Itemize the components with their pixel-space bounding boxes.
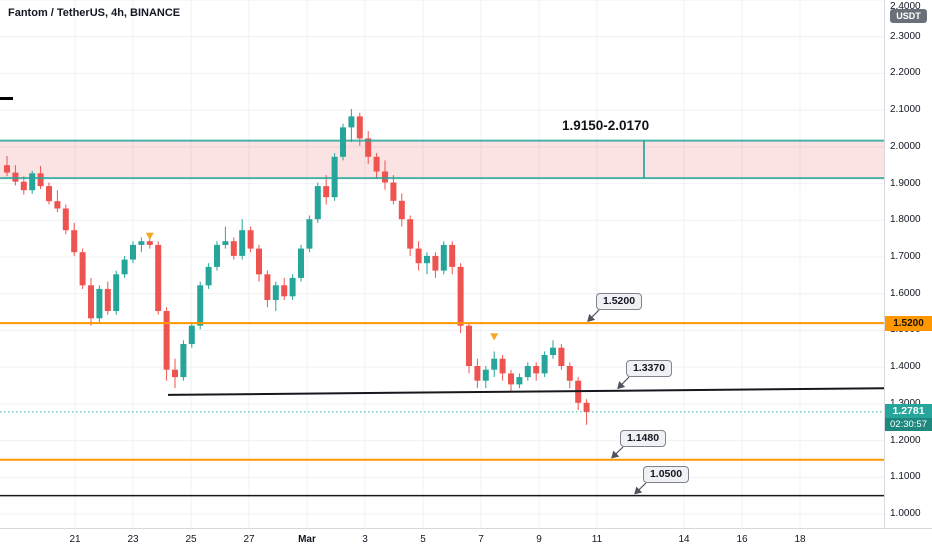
arrow-down-marker xyxy=(490,333,499,341)
price-callout-1.3370[interactable]: 1.3370 xyxy=(626,360,672,377)
price-tick-label: 1.3000 xyxy=(890,398,921,409)
price-callout-1.0500[interactable]: 1.0500 xyxy=(643,466,689,483)
price-callout-1.1480[interactable]: 1.1480 xyxy=(620,430,666,447)
price-axis[interactable]: 2.4000 2.3000 2.2000 2.1000 2.0000 1.9000 1.80… xyxy=(884,0,932,528)
price-tick-label: 1.6000 xyxy=(890,287,921,299)
last-price-value: 1.2781 xyxy=(892,404,925,417)
time-tick-label: 23 xyxy=(127,534,139,545)
price-tick-label: 2.1000 xyxy=(890,104,921,116)
time-tick-label: 21 xyxy=(69,534,81,545)
time-tick-label: 9 xyxy=(536,534,542,545)
time-tick-label: 16 xyxy=(736,534,748,545)
price-tick-label: 2.0000 xyxy=(890,140,921,152)
arrow-down-marker xyxy=(145,232,154,240)
time-tick-label: 11 xyxy=(591,534,603,545)
price-tick-label: 1.0000 xyxy=(890,508,921,519)
time-tick-label: 7 xyxy=(478,534,484,545)
time-axis[interactable]: 21 23 25 27 Mar 3 5 7 9 11 14 16 18 xyxy=(0,528,932,550)
time-tick-label: 5 xyxy=(420,534,426,545)
left-edge-tick-marker xyxy=(0,97,13,100)
time-tick-label: 27 xyxy=(243,534,255,545)
time-tick-label: 25 xyxy=(185,534,197,545)
level-price-badge: 1.5200 xyxy=(885,315,932,331)
price-tick-label: 2.3000 xyxy=(890,30,921,42)
bar-countdown: 02:30:57 xyxy=(885,417,932,431)
price-tick-label: 1.4000 xyxy=(890,361,921,373)
price-tick-label: 2.2000 xyxy=(890,67,921,79)
time-tick-label: 14 xyxy=(678,534,690,545)
price-callout-1.5200[interactable]: 1.5200 xyxy=(596,293,642,310)
price-tick-label: 1.2000 xyxy=(890,434,921,446)
symbol-legend[interactable]: Fantom / TetherUS, 4h, BINANCE xyxy=(8,7,181,19)
time-tick-label: Mar xyxy=(298,534,316,545)
zone-range-label[interactable]: 1.9150-2.0170 xyxy=(562,118,650,133)
price-tick-label: 1.7000 xyxy=(890,251,921,262)
time-tick-label: 3 xyxy=(362,534,368,545)
price-tick-label: 1.8000 xyxy=(890,214,921,226)
currency-badge: USDT xyxy=(890,9,927,23)
price-tick-label: 1.1000 xyxy=(890,471,921,483)
price-tick-label: 2.4000 xyxy=(890,1,921,12)
candlestick-chart[interactable] xyxy=(0,0,884,528)
last-price-badge: 1.2781 02:30:57 xyxy=(885,403,932,431)
time-tick-label: 18 xyxy=(794,534,806,545)
price-tick-label: 1.9000 xyxy=(890,177,921,189)
